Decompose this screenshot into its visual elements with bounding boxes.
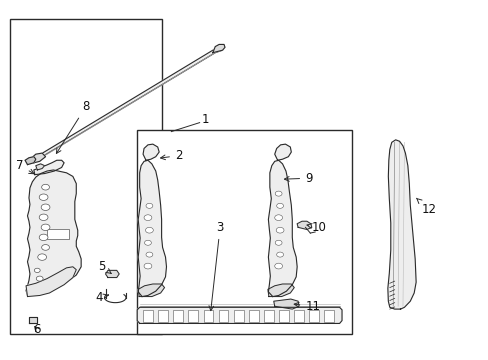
- Circle shape: [146, 252, 153, 257]
- Polygon shape: [31, 153, 45, 163]
- Bar: [158, 310, 167, 322]
- Text: 11: 11: [294, 300, 320, 313]
- Circle shape: [276, 227, 284, 233]
- Polygon shape: [26, 170, 81, 296]
- Polygon shape: [274, 144, 291, 160]
- Polygon shape: [36, 46, 222, 160]
- Polygon shape: [25, 157, 36, 165]
- Polygon shape: [138, 284, 164, 297]
- Text: 5: 5: [98, 260, 111, 273]
- Bar: [279, 310, 288, 322]
- Text: 1: 1: [202, 113, 209, 126]
- Polygon shape: [137, 307, 341, 323]
- Bar: [47, 229, 69, 239]
- Polygon shape: [268, 160, 297, 297]
- Polygon shape: [297, 221, 311, 229]
- Circle shape: [39, 234, 48, 240]
- Bar: [218, 310, 228, 322]
- Circle shape: [144, 215, 152, 221]
- Circle shape: [274, 263, 282, 269]
- Circle shape: [36, 276, 43, 281]
- Bar: [203, 310, 213, 322]
- Polygon shape: [143, 144, 159, 160]
- Text: 6: 6: [34, 323, 41, 336]
- Circle shape: [41, 244, 49, 250]
- Circle shape: [275, 240, 282, 245]
- Circle shape: [41, 184, 49, 190]
- Bar: [137, 130, 351, 334]
- Polygon shape: [34, 160, 64, 175]
- Text: 12: 12: [416, 198, 435, 216]
- Circle shape: [39, 214, 48, 221]
- Text: 7: 7: [17, 159, 34, 174]
- Polygon shape: [26, 267, 76, 297]
- Bar: [294, 310, 304, 322]
- Text: 2: 2: [160, 149, 182, 162]
- Bar: [324, 310, 333, 322]
- Circle shape: [144, 240, 151, 245]
- Circle shape: [38, 254, 46, 260]
- Text: 9: 9: [284, 172, 312, 185]
- Text: 8: 8: [56, 100, 89, 153]
- Polygon shape: [273, 299, 299, 309]
- Polygon shape: [138, 160, 166, 297]
- Bar: [309, 310, 319, 322]
- Text: 3: 3: [208, 221, 224, 311]
- Circle shape: [146, 203, 153, 208]
- Circle shape: [39, 194, 48, 201]
- Circle shape: [34, 268, 40, 273]
- Bar: [248, 310, 258, 322]
- Text: 4: 4: [95, 291, 108, 304]
- Circle shape: [41, 224, 50, 230]
- Circle shape: [274, 215, 282, 221]
- Bar: [264, 310, 273, 322]
- Polygon shape: [29, 317, 37, 323]
- Circle shape: [276, 203, 283, 208]
- Circle shape: [41, 204, 50, 211]
- Polygon shape: [212, 44, 224, 53]
- Polygon shape: [105, 270, 119, 278]
- Text: 10: 10: [306, 221, 325, 234]
- Bar: [188, 310, 198, 322]
- Bar: [173, 310, 183, 322]
- Bar: [10, 19, 161, 334]
- Polygon shape: [267, 284, 294, 297]
- Circle shape: [144, 263, 152, 269]
- Circle shape: [275, 191, 282, 196]
- Polygon shape: [387, 140, 415, 309]
- Polygon shape: [36, 164, 44, 170]
- Bar: [233, 310, 243, 322]
- Circle shape: [145, 227, 153, 233]
- Bar: [143, 310, 153, 322]
- Circle shape: [276, 252, 283, 257]
